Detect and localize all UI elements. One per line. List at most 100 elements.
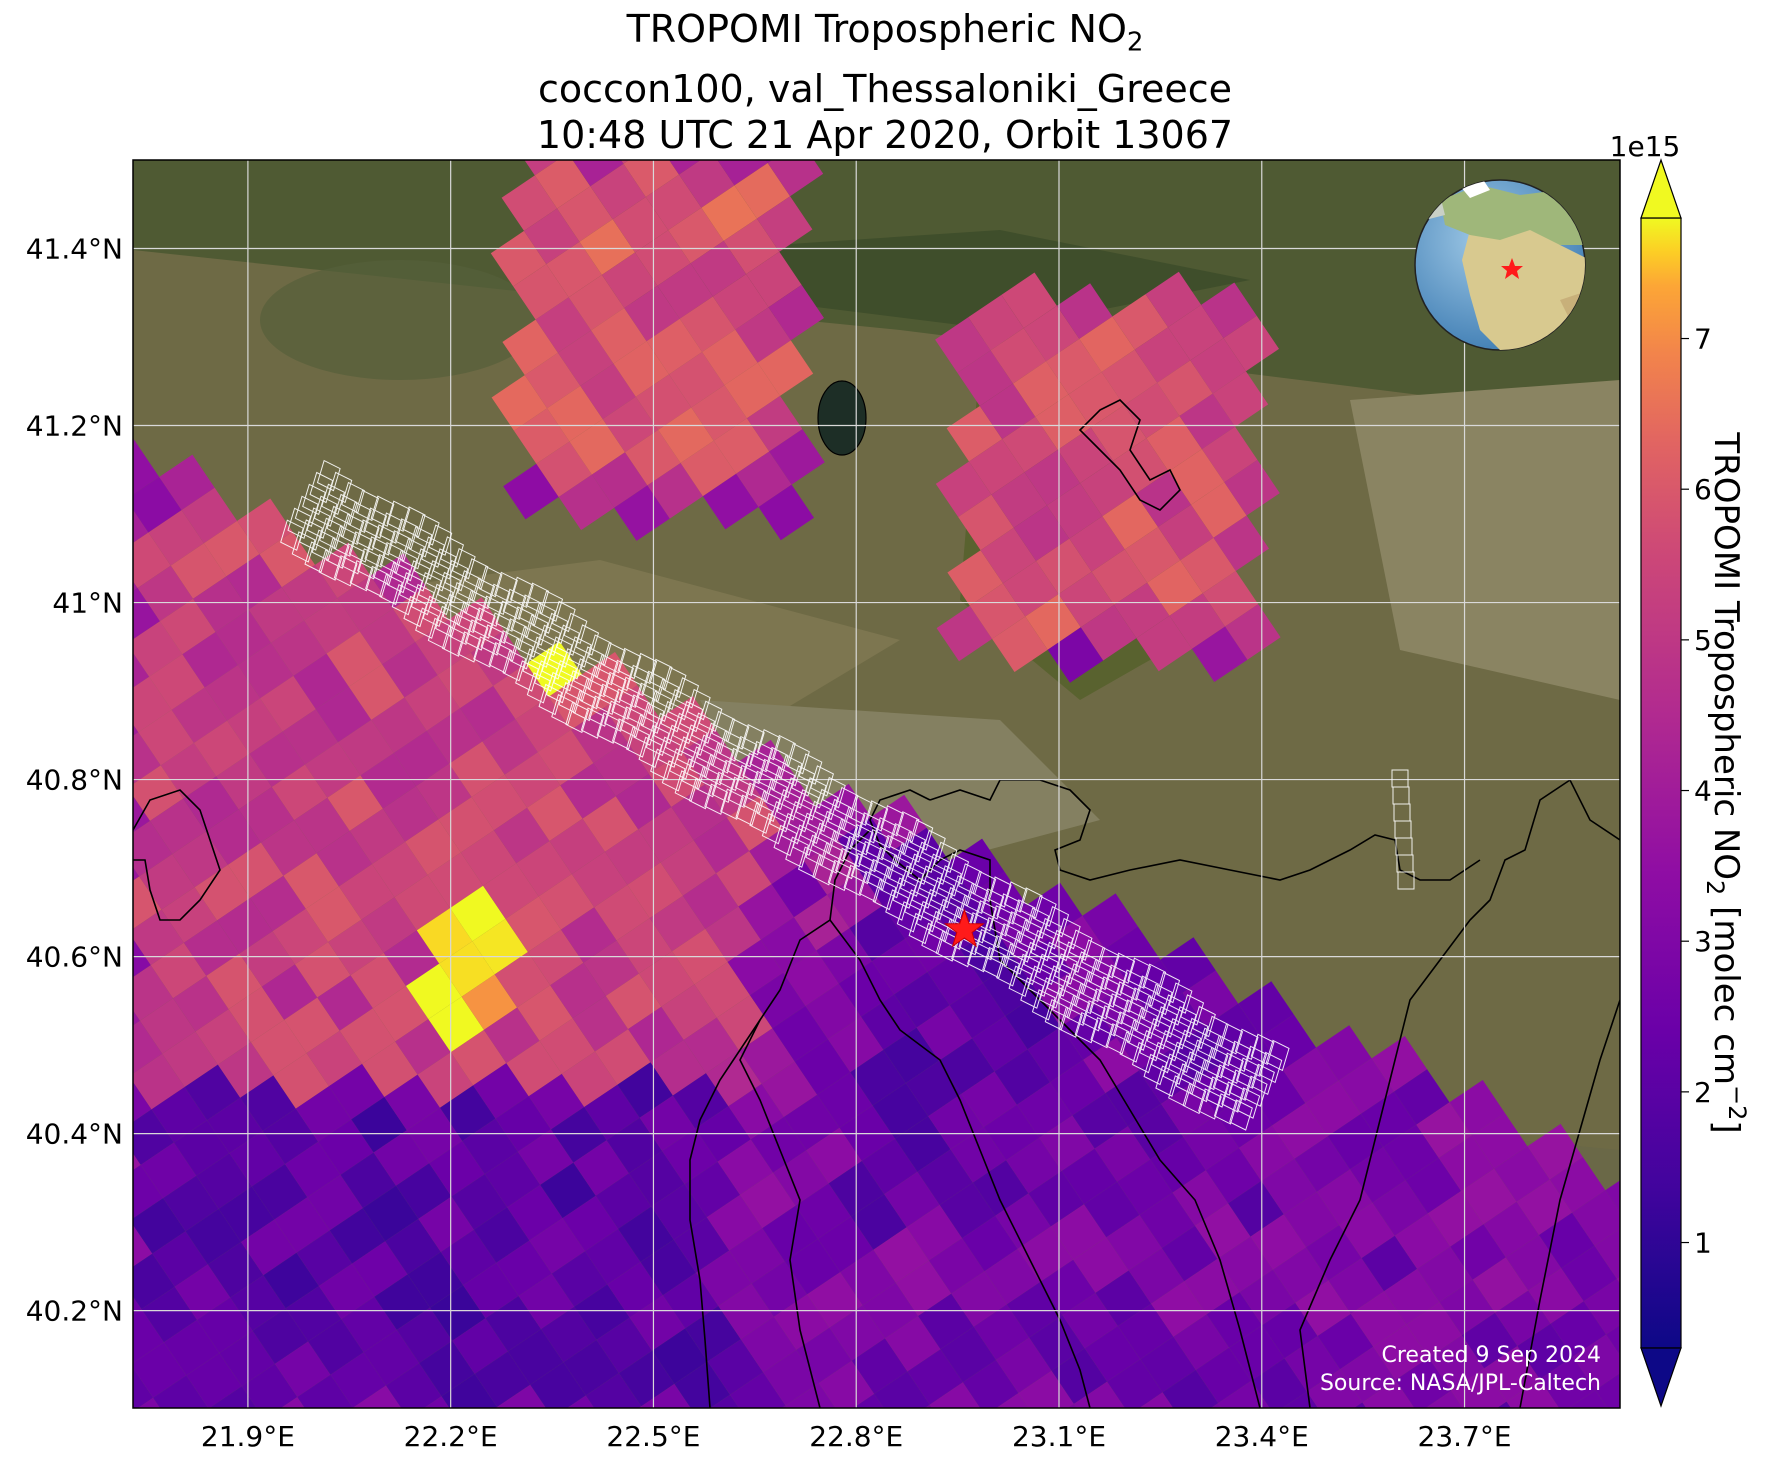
- no2-pixel: [638, 951, 695, 1007]
- footprint-cell: [425, 560, 450, 592]
- footprint-cell: [580, 677, 604, 710]
- footprint-cell: [691, 712, 716, 744]
- footprint-cell: [922, 829, 946, 862]
- no2-pixel: [280, 1397, 305, 1408]
- no2-pixel: [585, 1228, 641, 1285]
- no2-pixel: [1084, 1181, 1140, 1238]
- no2-pixel: [782, 806, 838, 862]
- no2-pixel: [1362, 1380, 1415, 1408]
- no2-pixel: [205, 809, 261, 865]
- no2-pixel: [706, 1194, 763, 1251]
- no2-pixel: [729, 1228, 785, 1284]
- no2-pixel: [252, 1308, 309, 1364]
- no2-pixel: [1067, 1403, 1077, 1408]
- footprint-cell: [864, 800, 889, 832]
- no2-pixel: [763, 1349, 819, 1406]
- no2-pixel: [1080, 460, 1136, 517]
- no2-pixel: [439, 941, 495, 997]
- footprint-cell: [633, 652, 658, 685]
- no2-pixel: [1083, 1037, 1139, 1094]
- no2-pixel: [474, 1351, 531, 1407]
- footprint-cell: [769, 800, 793, 833]
- no2-pixel: [133, 1153, 141, 1171]
- no2-pixel: [596, 1317, 653, 1374]
- no2-pixel: [350, 952, 406, 1009]
- footprint-cell: [849, 823, 874, 856]
- footprint-cell: [394, 518, 419, 550]
- no2-pixel: [1039, 1115, 1095, 1171]
- no2-pixel: [1090, 405, 1147, 461]
- colorbar: 1 2 3 4 5 6 7 1e15 TROPOMI Tropospheric NO2 [m…: [1610, 130, 1751, 1408]
- no2-pixel: [772, 1006, 828, 1062]
- no2-pixel: [162, 1031, 218, 1087]
- footprint-cell: [661, 760, 686, 792]
- no2-pixel: [207, 1242, 264, 1298]
- footprint-cell: [464, 619, 489, 651]
- no2-pixel: [419, 1340, 475, 1397]
- no2-pixel: [140, 998, 196, 1054]
- no2-pixel: [805, 983, 862, 1040]
- no2-pixel: [138, 709, 194, 766]
- footprint-cell: [457, 570, 481, 602]
- footprint-cell: [653, 712, 677, 745]
- no2-pixel: [850, 1049, 906, 1106]
- footprint-cell: [1139, 1029, 1164, 1062]
- no2-pixel: [516, 841, 572, 897]
- no2-pixel: [767, 160, 824, 197]
- no2-pixel: [784, 1238, 841, 1295]
- footprint-cell: [634, 682, 658, 714]
- no2-pixel: [359, 608, 416, 665]
- footprint-cell: [1397, 871, 1415, 890]
- no2-pixel: [352, 1407, 353, 1408]
- footprint-cell: [610, 659, 634, 692]
- no2-pixel: [773, 1150, 829, 1206]
- footprint-cell: [386, 561, 411, 594]
- footprint-cell: [772, 734, 796, 767]
- footprint-cell: [880, 805, 905, 837]
- footprint-cell: [544, 612, 569, 645]
- no2-pixel: [1013, 505, 1070, 561]
- footprint-cell: [662, 666, 687, 699]
- no2-pixel: [182, 632, 238, 688]
- no2-pixel: [185, 1208, 241, 1265]
- no2-pixel: [972, 1016, 1028, 1072]
- footprint-cell: [1131, 1041, 1156, 1074]
- no2-pixel: [849, 905, 905, 962]
- footprint-cell: [316, 459, 341, 492]
- no2-pixel: [1117, 1303, 1174, 1360]
- no2-pixel: [1416, 1102, 1472, 1158]
- no2-pixel: [1036, 538, 1092, 595]
- no2-pixel: [551, 1107, 607, 1163]
- no2-pixel: [528, 1073, 585, 1130]
- no2-pixel: [502, 319, 558, 376]
- no2-pixel: [730, 1372, 786, 1408]
- footprint-cell: [696, 765, 720, 798]
- footprint-cell: [486, 583, 511, 616]
- no2-pixel: [197, 1297, 253, 1354]
- no2-pixel: [340, 1152, 396, 1209]
- no2-pixel: [495, 1096, 551, 1152]
- no2-pixel: [546, 241, 602, 298]
- no2-pixel: [952, 1416, 1008, 1457]
- no2-pixel: [261, 964, 318, 1020]
- no2-pixel: [452, 1318, 508, 1374]
- no2-pixel: [501, 175, 558, 231]
- no2-pixel: [816, 928, 872, 984]
- no2-pixel: [133, 443, 160, 495]
- footprint-cell: [1134, 1007, 1158, 1039]
- footprint-cell: [534, 660, 558, 692]
- no2-pixel: [1146, 416, 1202, 472]
- no2-pixel: [485, 1296, 541, 1352]
- no2-pixel: [1002, 416, 1058, 473]
- footprint-cell: [1105, 1023, 1130, 1055]
- footprint-cell: [904, 889, 928, 921]
- no2-pixel: [1195, 1203, 1251, 1259]
- no2-pixel: [315, 686, 372, 743]
- no2-pixel: [330, 1352, 386, 1408]
- no2-pixel: [573, 1140, 629, 1196]
- no2-pixel: [563, 1339, 619, 1396]
- footprint-cell: [1111, 952, 1136, 984]
- footprint-cell: [611, 688, 636, 720]
- no2-pixel: [404, 675, 460, 731]
- footprint-cell: [1258, 1051, 1283, 1084]
